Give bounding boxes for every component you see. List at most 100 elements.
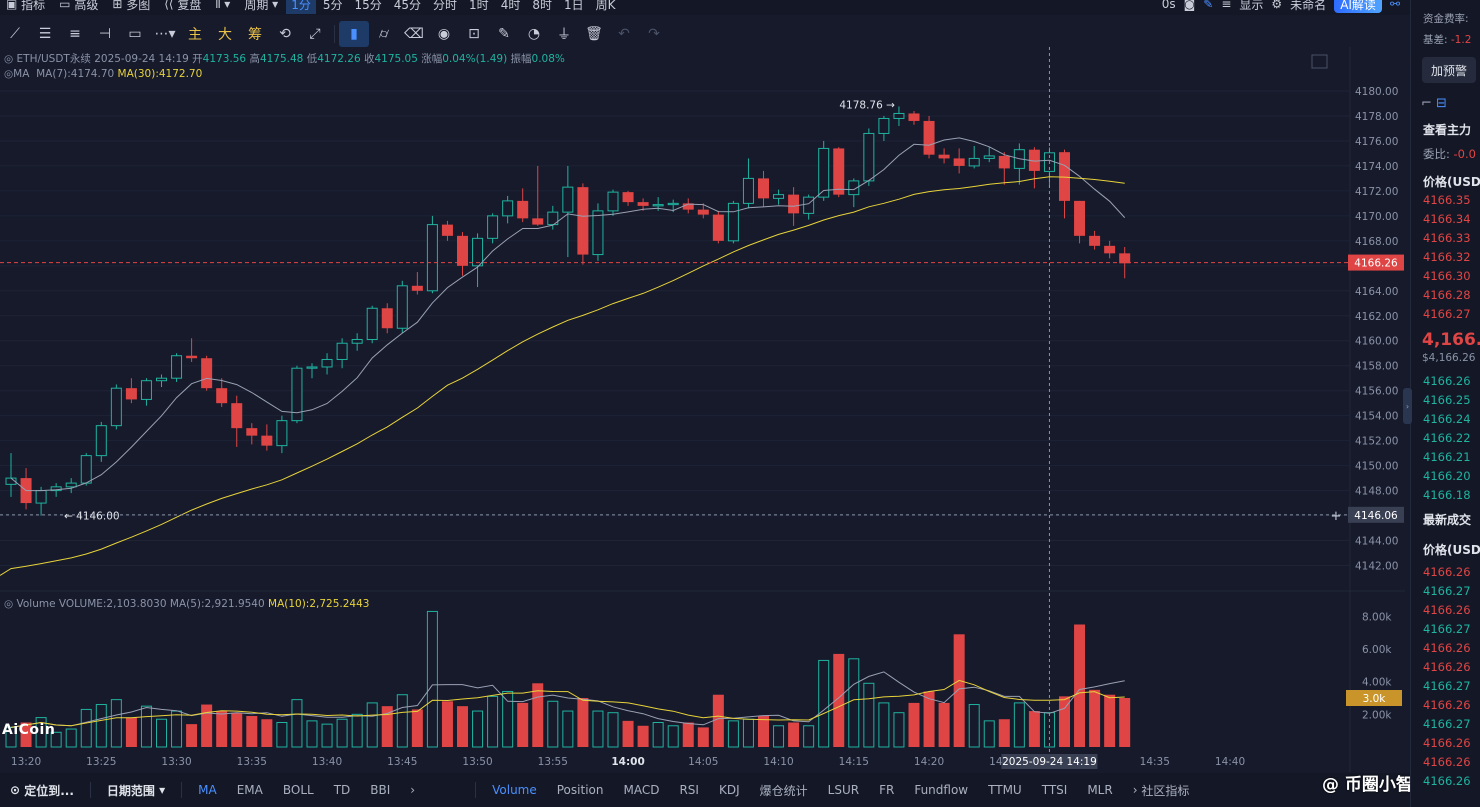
chip-tool[interactable]: 筹 <box>248 27 262 43</box>
bell-icon[interactable]: ◎ <box>4 68 14 80</box>
eye-toggle-icon[interactable]: ◎ <box>4 53 14 65</box>
ask-price[interactable]: 4166.27 <box>1423 307 1471 321</box>
timeframe-1h[interactable]: 1时 <box>469 0 489 12</box>
display-button[interactable]: 显示 <box>1239 0 1264 12</box>
date-range-button[interactable]: 日期范围 ▾ <box>106 783 166 798</box>
indicator-rsi[interactable]: RSI <box>679 783 699 797</box>
timeframe-45m[interactable]: 45分 <box>393 0 422 12</box>
note-icon[interactable]: ✎ <box>498 26 510 42</box>
cross-line-icon[interactable]: ⊣ <box>98 26 112 42</box>
rectangle-icon[interactable]: ▭ <box>128 26 142 42</box>
horizontal-lines-icon[interactable]: ≡ <box>69 26 81 42</box>
undo-icon[interactable]: ↶ <box>618 26 630 42</box>
bid-price[interactable]: 4166.18 <box>1423 488 1471 502</box>
settings-icon[interactable]: ⚙ <box>1271 0 1283 11</box>
ask-price[interactable]: 4166.30 <box>1423 269 1471 283</box>
main-force-title[interactable]: 查看主力 <box>1423 123 1472 137</box>
timeframe-5m[interactable]: 5分 <box>322 0 343 12</box>
volume-name[interactable]: Volume <box>16 598 56 610</box>
indicator-fr[interactable]: FR <box>879 783 895 797</box>
indicator-bbi[interactable]: BBI <box>370 783 391 797</box>
pen-icon[interactable]: ✎ <box>1203 0 1214 11</box>
layout-name[interactable]: 未命名 <box>1290 0 1327 12</box>
timeframe-8h[interactable]: 8时 <box>532 0 552 12</box>
timeframe-1w[interactable]: 周K <box>595 0 616 12</box>
candle-body <box>983 155 995 159</box>
bid-price[interactable]: 4166.20 <box>1423 469 1471 483</box>
price-chart[interactable]: 4180.00 4178.00 4176.00 4174.00 4172.00 4170.… <box>0 47 1405 772</box>
bid-price[interactable]: 4166.26 <box>1423 374 1471 388</box>
indicator-ema[interactable]: EMA <box>236 783 263 797</box>
bookmark-icon[interactable]: ▮ <box>339 21 369 47</box>
indicator-ttmu[interactable]: TTMU <box>988 783 1022 797</box>
more-tools-icon[interactable]: ⋯▾ <box>154 26 176 42</box>
ask-price[interactable]: 4166.35 <box>1423 193 1471 207</box>
locate-button[interactable]: ⊙ 定位到... <box>10 783 74 798</box>
add-alert-button[interactable]: 加预警 <box>1422 57 1476 83</box>
time-tick-label: 13:50 <box>462 756 492 768</box>
indicator-ma[interactable]: MA <box>198 783 217 797</box>
ruler-icon[interactable]: ⌭ <box>378 26 390 42</box>
price-tick-label: 4142.00 <box>1355 561 1398 573</box>
ma-name[interactable]: MA <box>13 68 30 80</box>
chart-type-button[interactable]: ⫴ ▾ <box>215 0 231 11</box>
eye-toggle-icon[interactable]: ◎ <box>4 598 14 610</box>
eraser-icon[interactable]: ⌫ <box>404 26 424 42</box>
trend-line-icon[interactable]: ⟋ <box>10 26 20 42</box>
indicator-position[interactable]: Position <box>556 783 604 797</box>
ask-price[interactable]: 4166.28 <box>1423 288 1471 302</box>
indicator-boll[interactable]: BOLL <box>282 783 314 797</box>
camera-icon[interactable]: ◙ <box>1183 0 1196 11</box>
eye-icon[interactable]: ◉ <box>437 26 451 42</box>
replay-button[interactable]: ⟨⟨ 复盘 <box>158 0 207 14</box>
gauge-icon[interactable]: ◔ <box>527 26 541 42</box>
filter-icon[interactable]: ⏚ <box>557 27 571 43</box>
drawing-toolbar: ⟋ ☰ ≡ ⊣ ▭ ⋯▾ 主 大 筹 ⟲ ⤢ ▮ ⌭ ⌫ ◉ ⊡ ✎ ◔ ⏚ 🗑… <box>0 20 1410 48</box>
indicator-liquidation[interactable]: 爆仓统计 <box>759 783 808 798</box>
advanced-button[interactable]: ▭ 高级 <box>53 0 104 14</box>
indicator-volume[interactable]: Volume <box>492 783 537 797</box>
bid-price[interactable]: 4166.21 <box>1423 450 1471 464</box>
redo-icon[interactable]: ↷ <box>648 26 660 42</box>
indicators-button[interactable]: ▣ 指标 <box>0 0 51 14</box>
refresh-interval[interactable]: 0s <box>1161 0 1176 11</box>
lock-icon[interactable]: ⊡ <box>468 26 480 42</box>
ask-price[interactable]: 4166.33 <box>1423 231 1471 245</box>
parallel-lines-icon[interactable]: ☰ <box>38 26 52 42</box>
bid-price[interactable]: 4166.22 <box>1423 431 1471 445</box>
collapse-panel-icon[interactable]: › <box>1403 388 1412 424</box>
big-order-tool[interactable]: 大 <box>218 27 232 43</box>
timeframe-1m[interactable]: 1分 <box>286 0 316 14</box>
ai-interpret-button[interactable]: AI解读 <box>1334 0 1382 13</box>
panel-tab-icons[interactable]: ⌐ ⊟ <box>1421 96 1447 111</box>
community-indicators-button[interactable]: › 社区指标 <box>1132 783 1190 798</box>
timeframe-15m[interactable]: 15分 <box>354 0 382 12</box>
indicator-td[interactable]: TD <box>333 783 351 797</box>
timeframe-4h[interactable]: 4时 <box>500 0 521 12</box>
indicator-macd[interactable]: MACD <box>623 783 660 797</box>
ask-price[interactable]: 4166.32 <box>1423 250 1471 264</box>
indicator-fundflow[interactable]: Fundflow <box>914 783 969 797</box>
timeframe-timeshare[interactable]: 分时 <box>433 0 458 12</box>
period-menu-button[interactable]: 周期 ▾ <box>238 0 284 14</box>
indicator-lsur[interactable]: LSUR <box>827 783 860 797</box>
share-icon[interactable]: ⚯ <box>1389 0 1400 11</box>
measure-icon[interactable]: ⤢ <box>309 26 321 42</box>
bid-price[interactable]: 4166.24 <box>1423 412 1471 426</box>
candle-body <box>441 224 453 236</box>
more-main-indicators-icon[interactable]: › <box>410 783 416 797</box>
main-force-tool[interactable]: 主 <box>188 27 202 43</box>
locate-label: 定位到... <box>24 783 74 798</box>
indicator-kdj[interactable]: KDJ <box>718 783 740 797</box>
bid-price[interactable]: 4166.25 <box>1423 393 1471 407</box>
timeframe-1d[interactable]: 1日 <box>563 0 584 12</box>
menu-icon[interactable]: ≡ <box>1221 0 1232 11</box>
multi-chart-button[interactable]: ⊞ 多图 <box>106 0 156 14</box>
trash-icon[interactable]: 🗑 <box>585 26 603 42</box>
trade-row: 4166.26 <box>1423 565 1471 579</box>
indicator-mlr[interactable]: MLR <box>1087 783 1113 797</box>
indicator-ttsi[interactable]: TTSI <box>1041 783 1068 797</box>
ask-price[interactable]: 4166.34 <box>1423 212 1471 226</box>
magnet-icon[interactable]: ⟲ <box>279 26 291 42</box>
volume-bar <box>893 712 905 748</box>
